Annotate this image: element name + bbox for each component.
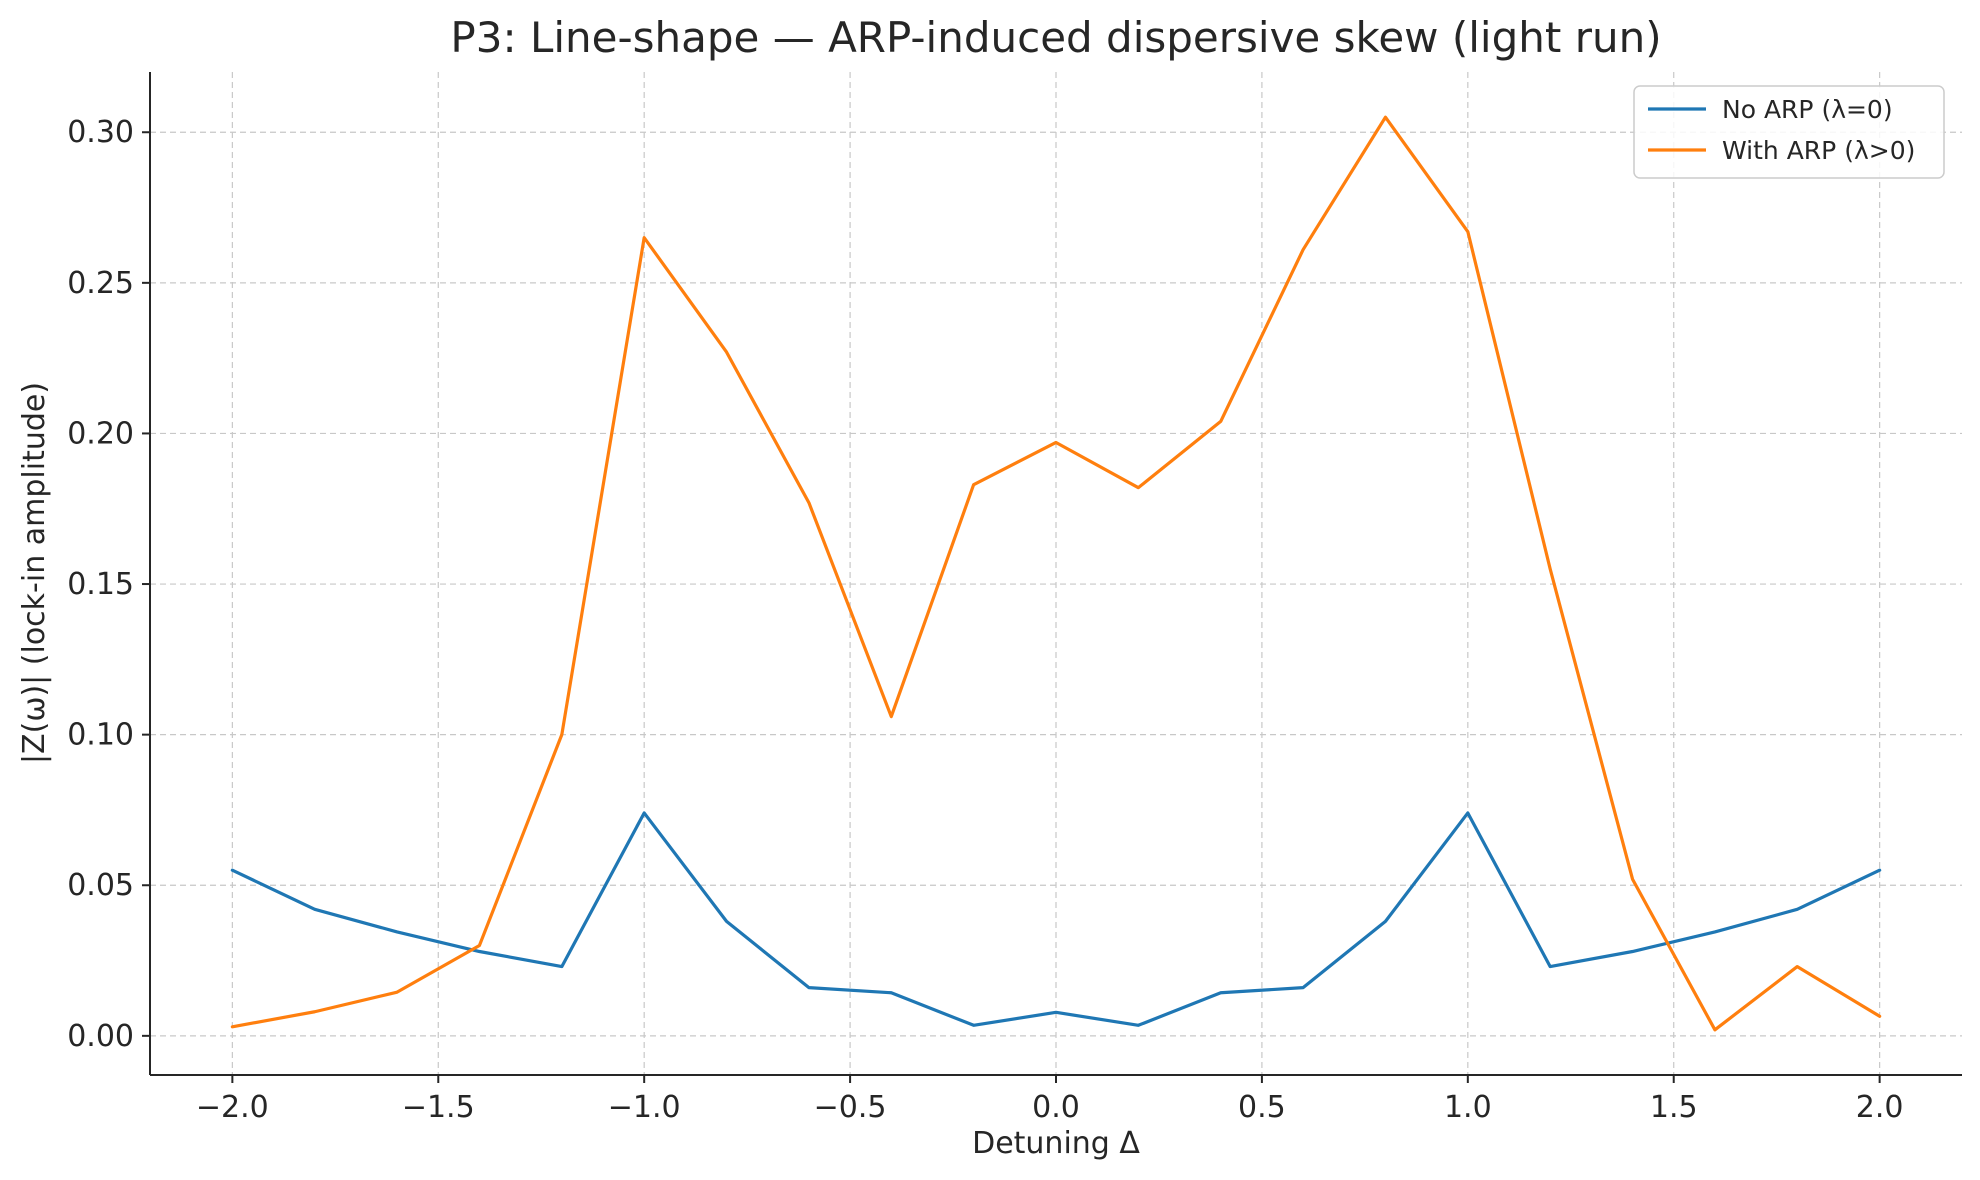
legend-label-no-arp: No ARP (λ=0)	[1722, 95, 1893, 124]
x-tick-label: 0.0	[1032, 1090, 1080, 1125]
legend-label-with-arp: With ARP (λ>0)	[1722, 136, 1915, 165]
x-tick-label: 2.0	[1856, 1090, 1904, 1125]
x-tick-label: −2.0	[196, 1090, 269, 1125]
y-tick-label: 0.15	[67, 567, 134, 602]
y-tick-label: 0.20	[67, 416, 134, 451]
x-tick-label: −0.5	[814, 1090, 887, 1125]
x-tick-label: 1.0	[1444, 1090, 1492, 1125]
legend-box	[1633, 85, 1945, 179]
y-axis-ticks: 0.00 0.05 0.10 0.15 0.20 0.25 0.30	[67, 115, 150, 1054]
series-line-with-arp	[230, 115, 1882, 1032]
x-tick-label: −1.0	[608, 1090, 681, 1125]
grid	[150, 72, 1962, 1075]
x-tick-label: 1.5	[1650, 1090, 1698, 1125]
y-tick-label: 0.00	[67, 1019, 134, 1054]
series-group	[230, 115, 1882, 1032]
series-line-no-arp	[230, 811, 1882, 1027]
y-tick-label: 0.05	[67, 868, 134, 903]
y-axis-label: |Z(ω)| (lock-in amplitude)	[17, 382, 52, 764]
y-tick-label: 0.25	[67, 266, 134, 301]
x-axis-ticks: −2.0 −1.5 −1.0 −0.5 0.0 0.5 1.0 1.5 2.0	[196, 1075, 1904, 1125]
legend: No ARP (λ=0) With ARP (λ>0)	[1633, 85, 1945, 179]
chart-title: P3: Line-shape — ARP-induced dispersive …	[450, 13, 1661, 62]
x-tick-label: −1.5	[402, 1090, 475, 1125]
y-tick-label: 0.10	[67, 718, 134, 753]
x-tick-label: 0.5	[1238, 1090, 1286, 1125]
x-axis-label: Detuning Δ	[972, 1126, 1140, 1161]
y-tick-label: 0.30	[67, 115, 134, 150]
